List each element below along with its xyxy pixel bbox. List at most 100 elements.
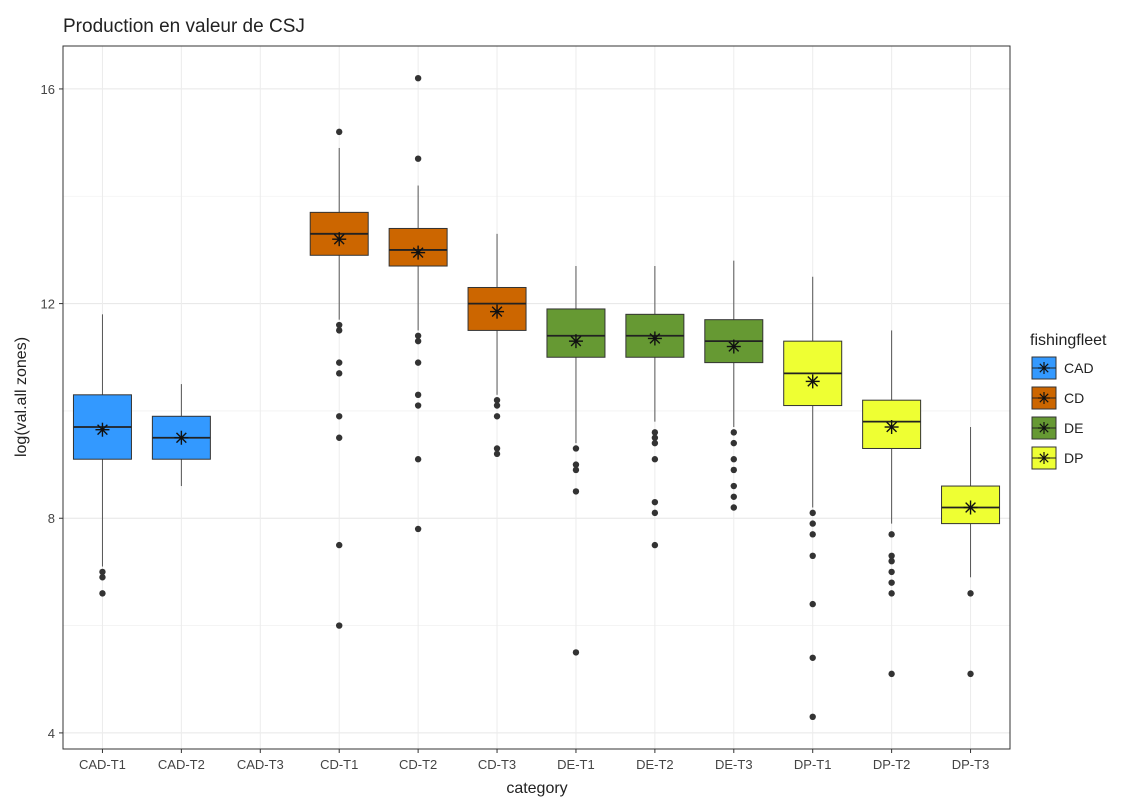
outlier-point [888, 670, 895, 678]
outlier-point [809, 600, 816, 608]
box-cd-t3 [467, 233, 527, 458]
outlier-point [730, 439, 737, 447]
outlier-point [493, 450, 501, 458]
mean-marker-stroke [807, 376, 819, 387]
legend-item-de: DE [1031, 416, 1083, 440]
outlier-point [572, 445, 580, 452]
outlier-point [888, 557, 895, 565]
outlier-point [336, 413, 343, 420]
outlier-point [888, 579, 895, 586]
x-tick-label: CD-T2 [399, 757, 437, 772]
mean-marker-stroke [333, 233, 345, 245]
legend-label: CD [1064, 390, 1084, 406]
outlier-point [572, 461, 580, 468]
outlier-point [888, 531, 895, 538]
mean-marker-stroke [175, 432, 187, 444]
legend-mean-marker-stroke [1039, 453, 1049, 463]
outlier-point [493, 445, 501, 452]
mean-marker [963, 500, 978, 515]
outlier-point [336, 434, 343, 441]
legend-label: DP [1064, 450, 1083, 466]
outlier-point [730, 429, 737, 436]
outlier-point [336, 370, 343, 377]
mean-marker-stroke [412, 247, 424, 259]
legend-mean-marker [1038, 452, 1050, 464]
mean-marker-stroke [570, 335, 582, 347]
outlier-point [414, 74, 422, 82]
outlier-point [651, 429, 659, 436]
y-tick-label: 8 [48, 511, 55, 526]
mean-marker [490, 304, 505, 319]
outlier-point [572, 466, 580, 474]
chart-title: Production en valeur de CSJ [63, 16, 305, 37]
box-de-t2 [625, 266, 685, 549]
outlier-point [99, 590, 106, 597]
legend-mean-marker-stroke [1039, 363, 1049, 373]
legend-mean-marker [1038, 422, 1050, 434]
mean-marker [568, 334, 583, 349]
y-tick-label: 12 [41, 297, 55, 312]
boxes-layer [72, 74, 1001, 721]
outlier-point [967, 670, 974, 678]
outlier-point [493, 396, 501, 404]
legend-title: fishingfleet [1030, 332, 1107, 349]
outlier-point [336, 128, 343, 136]
legend-item-cad: CAD [1031, 356, 1094, 380]
mean-marker [411, 245, 426, 260]
x-axis-title: category [506, 780, 567, 797]
outlier-point [730, 456, 737, 463]
outlier-point [414, 359, 422, 366]
legend-mean-marker [1038, 362, 1050, 374]
legend: fishingfleet CAD CD DE DP [1030, 332, 1107, 470]
mean-marker-stroke [491, 306, 503, 318]
legend-mean-marker-stroke [1039, 423, 1049, 433]
outlier-point [809, 654, 816, 661]
outlier-point [336, 327, 343, 334]
outlier-point [809, 509, 816, 517]
legend-mean-marker-stroke [1039, 393, 1049, 403]
outlier-point [414, 391, 422, 399]
mean-marker-stroke [965, 502, 976, 513]
outlier-point [651, 456, 659, 463]
mean-marker [805, 374, 820, 389]
x-tick-label: DE-T3 [715, 757, 753, 772]
outlier-point [730, 482, 737, 490]
box-iqr [546, 308, 606, 358]
mean-marker-stroke [728, 341, 740, 352]
box-cad-t1 [72, 314, 132, 597]
outlier-point [493, 413, 501, 420]
x-tick-label: CD-T3 [478, 757, 516, 772]
box-dp-t3 [941, 427, 1001, 678]
mean-marker [174, 430, 189, 445]
box-cad-t2 [151, 384, 211, 487]
outlier-point [809, 552, 816, 560]
outlier-point [493, 402, 501, 409]
mean-marker-stroke [649, 333, 661, 344]
outlier-point [99, 568, 106, 576]
y-tick-label: 16 [41, 82, 55, 97]
box-dp-t1 [783, 276, 843, 721]
mean-marker-stroke [886, 421, 898, 433]
mean-marker [332, 232, 347, 247]
mean-marker-stroke [97, 424, 108, 436]
outlier-point [572, 649, 580, 656]
x-tick-label: DP-T3 [952, 757, 990, 772]
legend-item-dp: DP [1031, 446, 1083, 470]
outlier-point [414, 525, 422, 533]
outlier-point [651, 439, 659, 447]
outlier-point [809, 520, 816, 527]
y-tick-label: 4 [48, 726, 55, 741]
x-axis: CAD-T1 CAD-T2 CAD-T3 CD-T1 CD-T2 CD-T3 DE-T1 DE… [79, 749, 989, 772]
outlier-point [888, 568, 895, 576]
outlier-point [730, 493, 737, 500]
outlier-point [730, 504, 737, 511]
legend-label: DE [1064, 420, 1083, 436]
x-tick-label: CD-T1 [320, 757, 358, 772]
outlier-point [336, 359, 343, 366]
plot-panel-border [62, 45, 1011, 750]
outlier-point [888, 590, 895, 597]
legend-mean-marker [1038, 392, 1050, 404]
outlier-point [651, 434, 659, 441]
x-tick-label: DP-T1 [794, 757, 832, 772]
